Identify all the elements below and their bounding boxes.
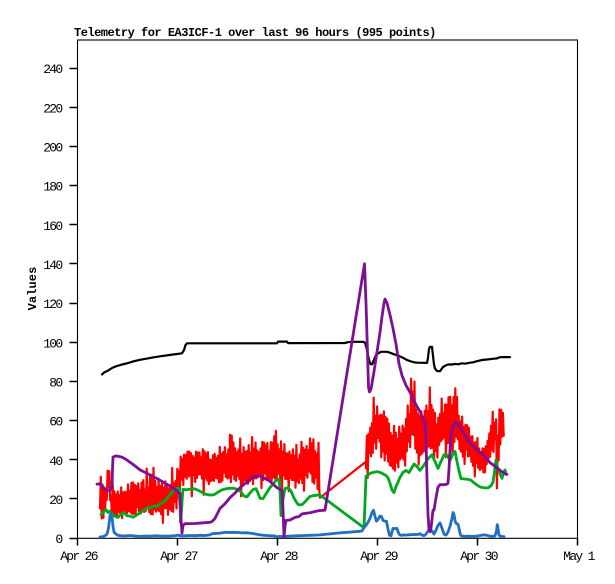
svg-text:Apr 27: Apr 27: [160, 549, 198, 564]
svg-text:Apr 30: Apr 30: [460, 549, 498, 564]
svg-text:100: 100: [43, 336, 62, 351]
svg-text:60: 60: [49, 415, 62, 430]
svg-text:240: 240: [43, 62, 62, 77]
svg-text:20: 20: [49, 493, 62, 508]
svg-text:40: 40: [49, 454, 62, 469]
svg-text:Telemetry for EA3ICF-1 over la: Telemetry for EA3ICF-1 over last 96 hour…: [74, 26, 436, 40]
svg-text:120: 120: [43, 297, 62, 312]
svg-text:Apr 28: Apr 28: [260, 549, 298, 564]
svg-text:May 1: May 1: [563, 549, 595, 564]
svg-text:Apr 26: Apr 26: [60, 549, 98, 564]
svg-text:200: 200: [43, 141, 62, 156]
svg-text:180: 180: [43, 180, 62, 195]
svg-text:Apr 29: Apr 29: [360, 549, 398, 564]
svg-text:160: 160: [43, 219, 62, 234]
svg-text:80: 80: [49, 376, 62, 391]
svg-text:0: 0: [55, 532, 62, 547]
svg-text:220: 220: [43, 101, 62, 116]
svg-text:Values: Values: [26, 267, 40, 311]
svg-text:140: 140: [43, 258, 62, 273]
